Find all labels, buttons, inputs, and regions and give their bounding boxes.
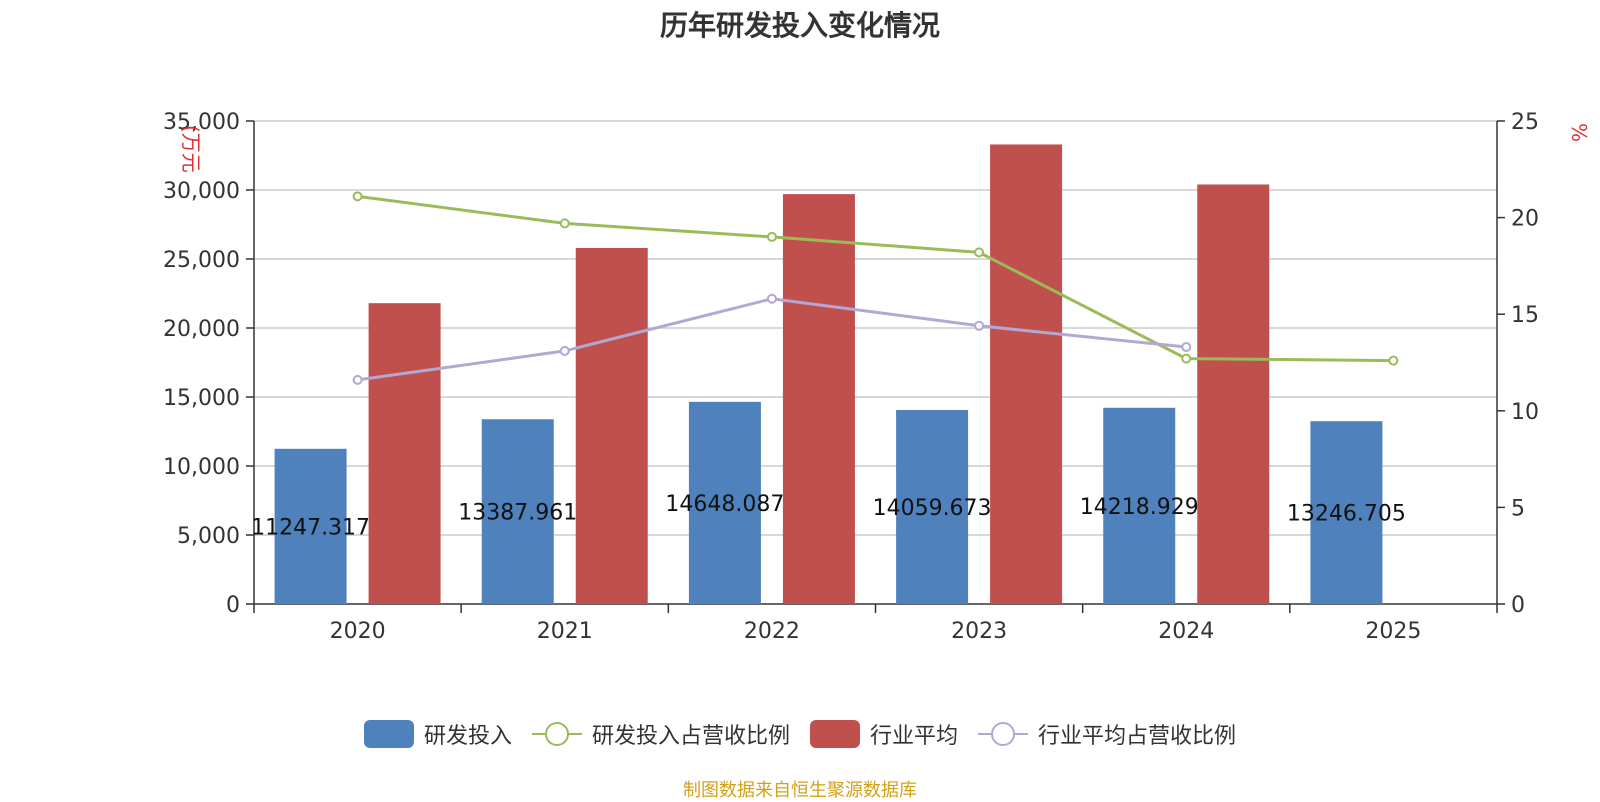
bar-rd-investment	[896, 409, 969, 604]
right-axis-tick-label: 0	[1511, 593, 1525, 618]
right-axis-unit: %	[1567, 123, 1591, 142]
data-label-rd-investment: 13387.961	[458, 501, 577, 526]
x-axis-tick-label: 2022	[744, 619, 800, 644]
right-axis-tick-label: 25	[1511, 110, 1539, 135]
legend-label-rd-investment: 研发投入	[423, 724, 512, 749]
legend-label-industry-avg: 行业平均	[870, 724, 959, 749]
bar-industry-avg	[368, 303, 441, 604]
left-axis-tick-label: 5,000	[177, 524, 240, 549]
right-axis-tick-label: 5	[1511, 496, 1525, 521]
data-label-rd-investment: 14218.929	[1080, 495, 1199, 520]
bar-industry-avg	[1197, 184, 1270, 605]
bar-rd-investment	[481, 419, 554, 604]
data-label-rd-investment: 14648.087	[665, 492, 784, 517]
left-axis-tick-label: 0	[226, 593, 240, 618]
data-label-rd-investment: 14059.673	[873, 496, 992, 521]
legend-item-industry-avg[interactable]: 行业平均	[810, 718, 958, 750]
bar-rd-investment	[1310, 421, 1383, 604]
left-axis-tick-label: 30,000	[163, 179, 240, 204]
point-rd-ratio	[559, 218, 570, 229]
point-rd-ratio	[974, 247, 985, 258]
left-axis-tick-label: 35,000	[163, 110, 240, 135]
x-axis-tick-label: 2025	[1365, 619, 1421, 644]
point-rd-ratio	[766, 231, 777, 242]
legend-swatch-rd-ratio	[531, 720, 582, 748]
point-rd-ratio	[1388, 355, 1399, 366]
x-axis-tick-label: 2023	[951, 619, 1007, 644]
bar-rd-investment	[1103, 407, 1176, 604]
right-axis-tick-label: 10	[1511, 400, 1539, 425]
legend-swatch-industry-avg	[810, 720, 860, 748]
data-label-rd-investment: 11247.317	[251, 515, 370, 540]
legend-item-rd-investment[interactable]: 研发投入	[363, 718, 512, 750]
chart-title: 历年研发投入变化情况	[659, 9, 940, 42]
x-axis-tick-label: 2020	[330, 619, 386, 644]
left-axis-tick-label: 25,000	[163, 248, 240, 273]
data-label-rd-investment: 13246.705	[1287, 502, 1406, 527]
point-rd-ratio	[352, 191, 363, 202]
point-industry-ratio	[1181, 342, 1192, 353]
x-axis-tick-label: 2021	[537, 619, 593, 644]
legend-item-industry-ratio[interactable]: 行业平均占营收比例	[978, 718, 1236, 750]
bar-rd-investment	[274, 448, 347, 604]
bar-industry-avg	[575, 247, 648, 604]
right-axis-tick-label: 20	[1511, 207, 1539, 232]
left-axis-unit: (万元	[179, 125, 203, 173]
right-axis-tick-label: 15	[1511, 303, 1539, 328]
legend: 研发投入 研发投入占营收比例 行业平均 行业平均占营收比例	[0, 718, 1600, 750]
legend-swatch-rd-investment	[363, 720, 414, 748]
left-axis-tick-label: 20,000	[163, 317, 240, 342]
x-axis-tick-label: 2024	[1158, 619, 1214, 644]
legend-label-rd-ratio: 研发投入占营收比例	[591, 724, 790, 749]
point-rd-ratio	[1181, 353, 1192, 364]
point-industry-ratio	[352, 374, 363, 385]
legend-swatch-industry-ratio	[978, 720, 1029, 748]
line-rd-ratio	[357, 194, 1394, 363]
bar-rd-investment	[688, 401, 761, 604]
point-industry-ratio	[974, 320, 985, 331]
left-axis-tick-label: 10,000	[163, 455, 240, 480]
point-industry-ratio	[559, 345, 570, 356]
left-axis-tick-label: 15,000	[163, 386, 240, 411]
point-industry-ratio	[766, 293, 777, 304]
source-note: 制图数据来自恒生聚源数据库	[683, 780, 917, 801]
bar-industry-avg	[990, 144, 1063, 604]
legend-label-industry-ratio: 行业平均占营收比例	[1038, 724, 1237, 749]
bar-industry-avg	[782, 194, 855, 604]
legend-item-rd-ratio[interactable]: 研发投入占营收比例	[531, 718, 790, 750]
